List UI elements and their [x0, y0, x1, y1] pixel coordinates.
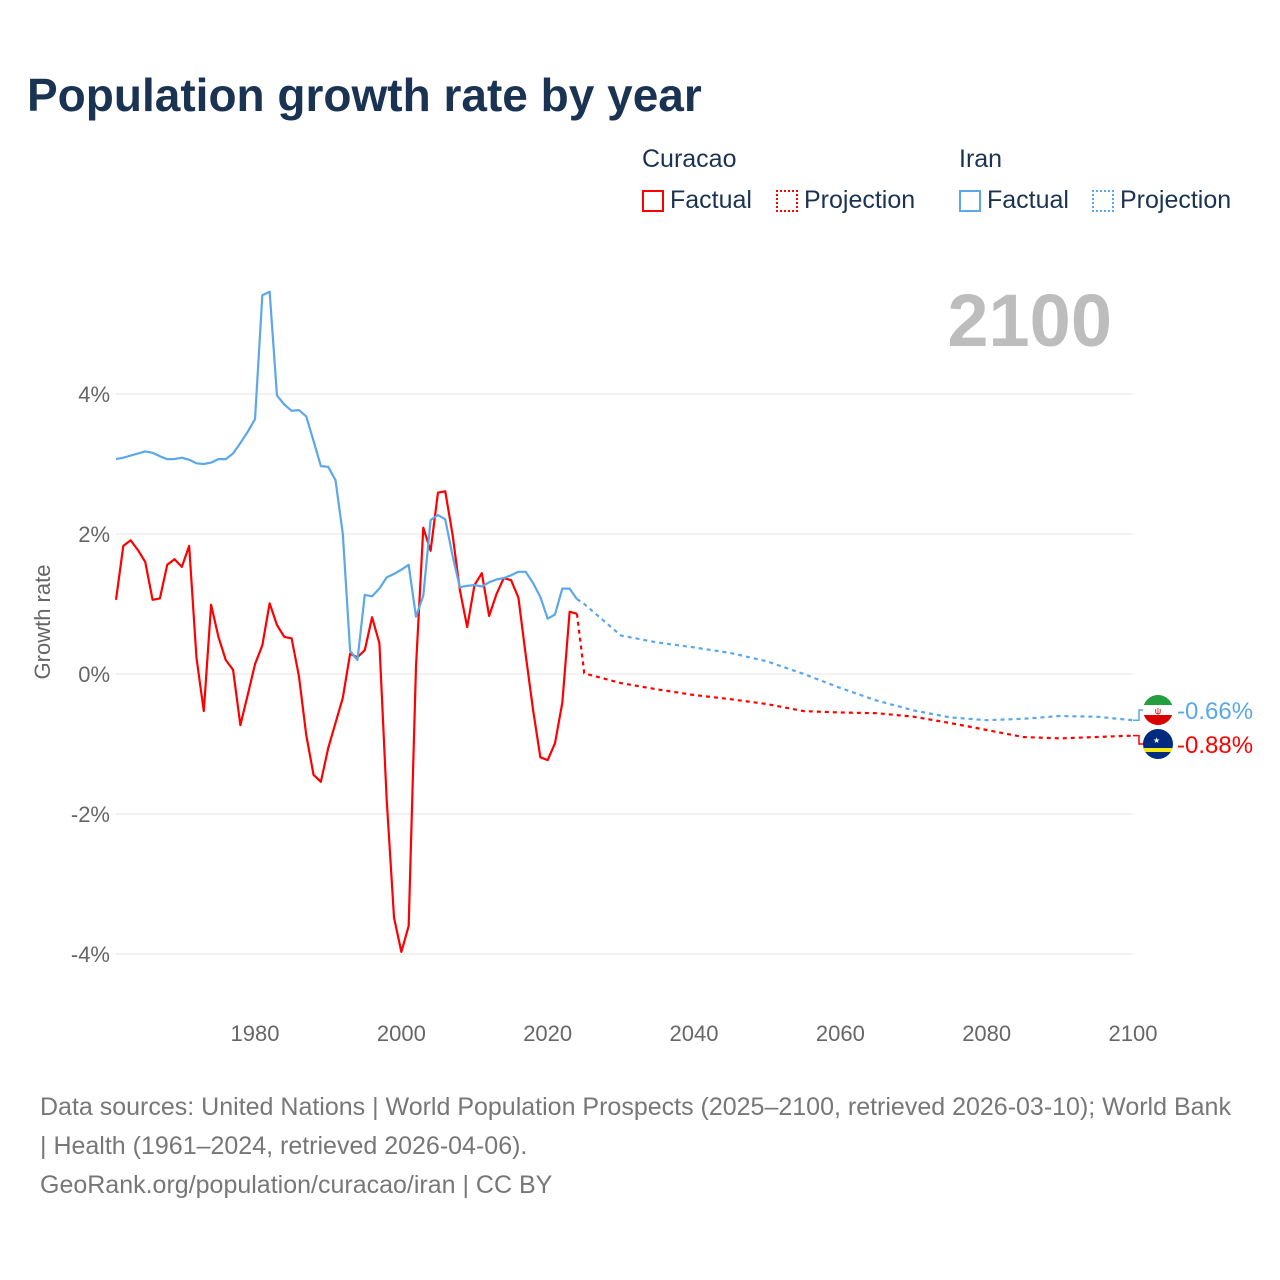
- curacao-end-value-label: -0.88%: [1177, 732, 1253, 759]
- legend-group-iran: Iran: [959, 145, 1003, 173]
- legend-swatch-dotted-blue: [1092, 189, 1114, 212]
- footer: Data sources: United Nations | World Pop…: [40, 1088, 1240, 1205]
- legend-label: Projection: [804, 186, 916, 214]
- curacao-flag-icon: ★: [1143, 729, 1173, 759]
- legend-iran-factual[interactable]: Factual: [959, 186, 1069, 215]
- connector-iran: [1133, 709, 1145, 721]
- legend-iran-projection[interactable]: Projection: [1092, 186, 1231, 215]
- x-tick-label: 2080: [962, 1021, 1011, 1046]
- y-tick-label: 2%: [78, 522, 110, 547]
- series-curacao-factual: [114, 490, 578, 954]
- legend-swatch-dotted-red: [776, 189, 798, 212]
- x-tick-label: 2020: [523, 1021, 572, 1046]
- connector-curacao: [1133, 734, 1145, 745]
- series-iran-projection: [576, 598, 1134, 722]
- chart-title: Population growth rate by year: [27, 69, 702, 121]
- legend-label: Factual: [670, 186, 752, 214]
- legend-label: Projection: [1120, 186, 1232, 214]
- x-tick-label: 2060: [816, 1021, 865, 1046]
- y-tick-label: 0%: [78, 662, 110, 687]
- x-tick-label: 1980: [231, 1021, 280, 1046]
- svg-text:ψ: ψ: [1155, 706, 1161, 716]
- x-tick-label: 2100: [1109, 1021, 1158, 1046]
- y-tick-label: -4%: [71, 942, 110, 967]
- y-tick-label: 4%: [78, 382, 110, 407]
- data-sources: Data sources: United Nations | World Pop…: [40, 1093, 1231, 1160]
- series-iran-factual: [115, 290, 578, 662]
- x-tick-label: 2040: [670, 1021, 719, 1046]
- legend-group-curacao: Curacao: [642, 145, 737, 173]
- iran-flag-icon: ψ: [1143, 695, 1173, 725]
- legend-label: Factual: [987, 186, 1069, 214]
- legend-swatch-solid-blue: [959, 189, 981, 212]
- legend-curacao-projection[interactable]: Projection: [776, 186, 915, 215]
- legend-curacao-factual[interactable]: Factual: [642, 186, 752, 215]
- current-year-label: 2100: [947, 279, 1112, 362]
- svg-text:★: ★: [1153, 736, 1160, 745]
- y-axis-label: Growth rate: [30, 565, 55, 680]
- credit-link[interactable]: GeoRank.org/population/curacao/iran | CC…: [40, 1171, 553, 1199]
- iran-end-value-label: -0.66%: [1177, 698, 1253, 725]
- x-tick-label: 2000: [377, 1021, 426, 1046]
- series-curacao-projection: [575, 613, 1134, 740]
- legend-swatch-solid-red: [642, 189, 664, 212]
- y-tick-label: -2%: [71, 802, 110, 827]
